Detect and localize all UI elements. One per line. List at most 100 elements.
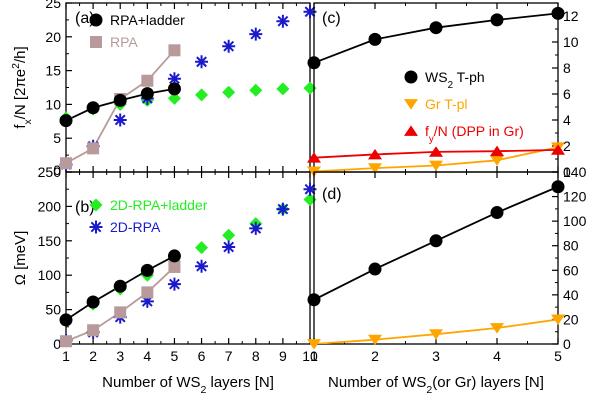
marker-shape: [60, 157, 72, 170]
text-segment: Gr T-pl: [425, 96, 468, 112]
data-point: [87, 142, 100, 155]
marker-shape: [222, 85, 236, 99]
marker-shape: [59, 313, 73, 327]
data-point: [140, 87, 154, 101]
y-tick-label: 5: [53, 130, 61, 146]
text-segment: 2: [426, 384, 432, 395]
y-tick-label: 15: [45, 63, 61, 79]
marker-shape: [89, 13, 103, 27]
plot-frame: [65, 2, 311, 173]
marker-shape: [113, 93, 127, 107]
legend-label: 2D-RPA: [110, 219, 161, 235]
marker-shape: [368, 148, 382, 160]
marker-shape: [90, 36, 102, 48]
y-tick-label: 12: [563, 8, 579, 24]
y-tick-label: 0: [53, 162, 61, 178]
data-point: [307, 152, 321, 163]
data-point: [429, 160, 443, 172]
data-point: [303, 193, 317, 207]
data-point: [168, 44, 181, 57]
marker-shape: [167, 249, 181, 263]
text-segment: T-ph: [453, 69, 485, 85]
marker-shape: [114, 306, 127, 319]
marker-shape: [551, 314, 565, 326]
marker-shape: [368, 262, 382, 276]
marker-shape: [222, 240, 236, 254]
data-point: [276, 82, 290, 96]
data-point: [222, 228, 236, 242]
marker-shape: [368, 334, 382, 346]
text-segment: /N (DPP in Gr): [434, 123, 524, 139]
x-tick-label: 4: [143, 348, 151, 364]
legend-marker: [89, 198, 103, 212]
data-point: [490, 206, 504, 220]
data-point: [551, 144, 565, 155]
marker-shape: [404, 99, 418, 110]
data-point: [140, 294, 154, 308]
marker-shape: [249, 27, 263, 41]
data-point: [249, 221, 263, 235]
data-point: [195, 88, 209, 102]
marker-shape: [86, 295, 100, 309]
x-tick-label: 4: [493, 348, 501, 364]
x-tick-label: 5: [554, 348, 562, 364]
text-segment: y: [429, 134, 434, 145]
marker-shape: [490, 155, 504, 166]
x-tick-label: 10: [302, 348, 318, 364]
marker-shape: [368, 32, 382, 46]
marker-shape: [249, 83, 263, 97]
text-segment: 2: [201, 384, 207, 395]
data-point: [307, 293, 321, 307]
legend-marker: [404, 125, 418, 136]
text-segment: (or Gr) layers [N]: [432, 374, 544, 391]
y-tick-label: 250: [38, 164, 62, 180]
marker-shape: [307, 56, 321, 70]
x-tick-label: 8: [252, 348, 260, 364]
panel-label: (c): [322, 10, 341, 27]
x-tick-label: 2: [89, 348, 97, 364]
data-point: [113, 113, 127, 127]
data-point: [113, 279, 127, 293]
marker-shape: [141, 286, 154, 299]
text-segment: WS: [425, 69, 448, 85]
data-point: [307, 339, 321, 350]
marker-shape: [429, 329, 443, 340]
marker-shape: [167, 82, 181, 96]
marker-shape: [429, 146, 443, 157]
marker-shape: [140, 294, 154, 308]
y-tick-label: 80: [563, 238, 579, 254]
x-tick-label: 7: [225, 348, 233, 364]
text-segment: 2: [448, 80, 453, 91]
y-tick-label: 140: [563, 164, 587, 180]
y-tick-label: 2: [563, 138, 571, 154]
y-tick-label: 0: [563, 336, 571, 352]
markers-layer: [307, 180, 565, 350]
plot-frame: [313, 171, 559, 345]
text-segment: Number of WS: [328, 374, 426, 391]
data-point: [195, 259, 209, 273]
y-tick-label: 100: [38, 267, 62, 283]
marker-shape: [490, 323, 504, 334]
data-point: [429, 21, 443, 35]
data-point: [167, 249, 181, 263]
y-tick-label: 8: [563, 60, 571, 76]
marker-shape: [307, 293, 321, 307]
marker-shape: [86, 101, 100, 115]
data-point: [490, 155, 504, 166]
marker-shape: [222, 228, 236, 242]
text-segment: /N [2πe: [12, 69, 29, 119]
y-tick-label: 10: [45, 96, 61, 112]
marker-shape: [551, 144, 565, 155]
data-point: [195, 241, 209, 255]
y-tick-label: 20: [563, 311, 579, 327]
data-point: [303, 5, 317, 19]
marker-shape: [195, 88, 209, 102]
y-tick-label: 4: [563, 112, 571, 128]
y-axis-label: fx/N [2πe2/h]: [10, 46, 34, 128]
panel-label: (a): [75, 10, 95, 27]
legend-label: 2D-RPA+ladder: [110, 197, 208, 213]
data-point: [59, 313, 73, 327]
data-point: [307, 56, 321, 70]
data-point: [276, 202, 290, 216]
y-tick-label: 0: [563, 164, 571, 180]
